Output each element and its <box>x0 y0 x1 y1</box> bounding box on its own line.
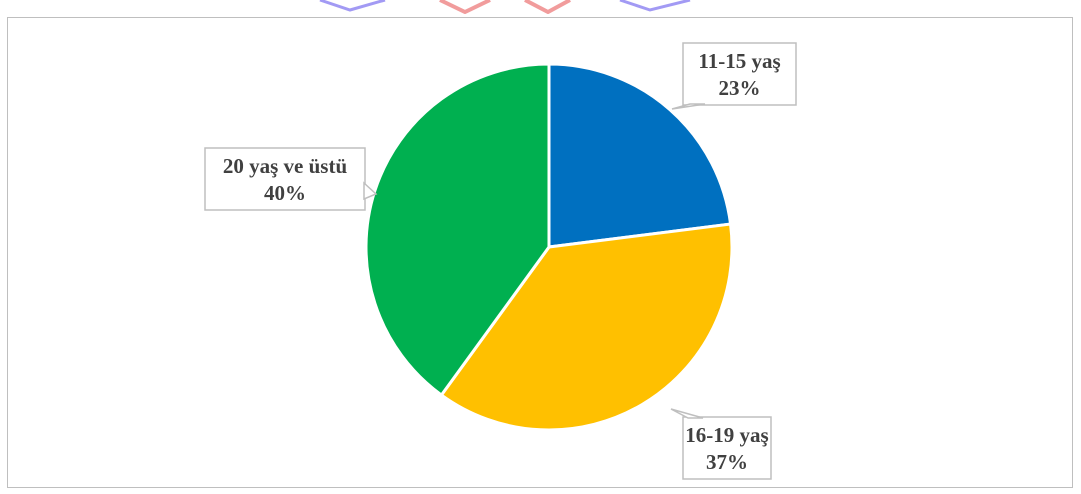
slice-percentage: 37% <box>706 450 748 474</box>
callout-pointer <box>670 408 704 419</box>
pie-slice-2 <box>439 222 734 432</box>
data-label-3: 20 yaş ve üstü 40% <box>204 147 378 211</box>
callout-pointer <box>671 103 706 110</box>
slice-label: 11-15 yaş <box>698 49 780 73</box>
callout-box <box>204 147 366 211</box>
slice-percentage: 40% <box>264 181 306 205</box>
slice-percentage: 23% <box>719 76 761 100</box>
callout-box <box>682 416 772 480</box>
watermark-stroke-red-1 <box>439 0 491 15</box>
callout-pointer <box>363 181 378 201</box>
watermark-logo <box>290 0 720 15</box>
watermark-stroke-right <box>619 0 691 12</box>
watermark-stroke-left <box>319 0 386 12</box>
pie-slice-3 <box>364 62 551 398</box>
data-label-callouts: 11-15 yaş 23% 16-19 yaş 37% 20 yaş ve üstü 40… <box>204 42 797 480</box>
slice-label: 16-19 yaş <box>685 423 768 447</box>
pie-slice-1 <box>547 62 733 249</box>
watermark-stroke-red-2 <box>524 0 571 15</box>
slice-label: 20 yaş ve üstü <box>223 154 348 178</box>
data-label-2: 16-19 yaş 37% <box>670 408 772 480</box>
data-label-1: 11-15 yaş 23% <box>671 42 797 110</box>
pie-slices <box>364 62 734 432</box>
callout-box <box>682 42 797 106</box>
